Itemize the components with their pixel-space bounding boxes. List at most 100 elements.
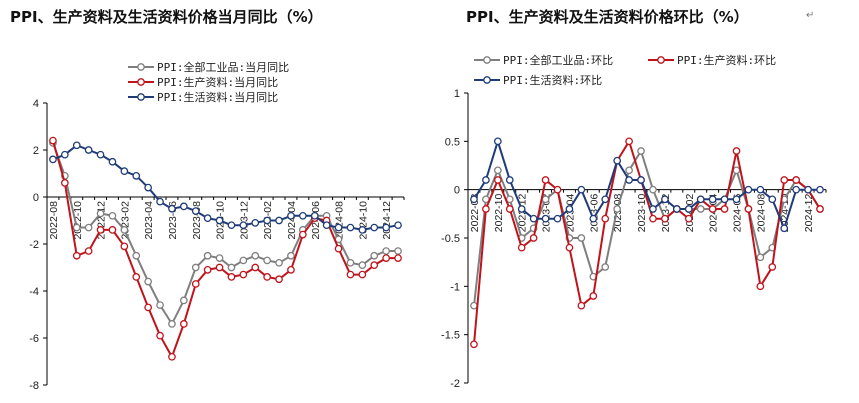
x-tick-label: 2023-08 — [191, 201, 203, 240]
data-point — [505, 176, 514, 184]
data-point — [334, 244, 343, 253]
data-point — [394, 254, 402, 262]
x-tick-label: 2024-12 — [803, 194, 815, 233]
data-point — [601, 263, 610, 271]
data-point — [287, 211, 295, 220]
y-tick-label: 1 — [454, 88, 460, 100]
data-point — [334, 223, 343, 232]
data-point — [227, 263, 236, 272]
data-point — [780, 224, 789, 233]
data-point — [804, 185, 812, 194]
data-point — [470, 340, 478, 349]
data-point — [108, 226, 117, 234]
data-point — [696, 195, 705, 204]
data-point — [144, 303, 152, 312]
legend-label: PPI:生活资料:当月同比 — [157, 90, 278, 104]
data-point — [684, 205, 693, 213]
data-point — [394, 247, 402, 255]
data-point — [482, 176, 490, 184]
legend-item: PPI:全部工业品:环比 — [474, 53, 613, 67]
legend-label: PPI:生产资料:环比 — [677, 53, 776, 67]
data-point — [577, 234, 586, 242]
data-point — [358, 270, 367, 279]
data-point — [720, 205, 729, 213]
data-point — [625, 166, 633, 175]
series-line — [52, 140, 399, 360]
data-point — [96, 209, 105, 218]
data-point — [382, 254, 390, 262]
data-point — [132, 172, 141, 180]
data-point — [529, 234, 538, 242]
data-point — [346, 258, 355, 267]
data-point — [180, 202, 188, 211]
data-point — [108, 157, 117, 166]
data-point — [792, 176, 801, 184]
legend-item: PPI:全部工业品:当月同比 — [128, 60, 289, 74]
data-point — [672, 205, 681, 213]
data-point — [84, 247, 93, 255]
data-point — [529, 214, 538, 223]
data-point — [191, 263, 200, 272]
data-point — [816, 205, 824, 213]
data-point — [601, 195, 610, 204]
legend-item: PPI:生活资料:环比 — [474, 73, 602, 87]
data-point — [72, 223, 81, 232]
data-point — [370, 223, 379, 232]
x-tick-label: 2023-10 — [636, 194, 648, 233]
data-point — [156, 301, 164, 309]
x-tick-label: 2024-12 — [381, 201, 393, 240]
data-point — [251, 263, 260, 272]
x-tick-label: 2024-10 — [357, 201, 369, 240]
x-tick-label: 2022-10 — [493, 194, 505, 233]
x-tick-label: 2023-06 — [588, 194, 600, 233]
data-point — [661, 195, 669, 204]
data-point — [72, 251, 81, 260]
data-point — [577, 185, 586, 194]
data-point — [565, 243, 574, 252]
data-point — [215, 263, 224, 272]
data-point — [120, 226, 129, 234]
data-point — [370, 251, 379, 260]
legend-swatch-marker — [137, 93, 145, 101]
series-production — [49, 136, 402, 361]
data-point — [180, 320, 188, 328]
data-point — [60, 179, 69, 187]
data-point — [589, 292, 598, 300]
x-tick-label: 2024-04 — [708, 194, 720, 233]
data-point — [470, 195, 478, 204]
legend-item: PPI:生产资料:环比 — [648, 53, 776, 67]
data-point — [239, 256, 248, 265]
data-point — [263, 256, 271, 265]
data-point — [696, 205, 705, 213]
data-point — [649, 205, 657, 213]
data-point — [203, 214, 212, 222]
right-chart-title: PPI、生产资料及生活资料价格环比（%） — [466, 8, 749, 26]
data-point — [649, 214, 657, 223]
data-point — [613, 205, 622, 213]
data-point — [482, 205, 490, 213]
x-tick-label: 2023-12 — [238, 201, 250, 240]
x-tick-label: 2022-08 — [48, 201, 60, 240]
data-point — [732, 166, 741, 175]
y-tick-label: 0 — [454, 185, 460, 197]
data-point — [756, 185, 765, 194]
data-point — [613, 156, 622, 165]
data-point — [708, 205, 717, 213]
data-point — [191, 207, 200, 215]
y-tick-label: 2 — [33, 145, 39, 157]
x-tick-label: 2024-04 — [286, 201, 298, 240]
legend-label: PPI:生活资料:环比 — [503, 73, 602, 87]
data-point — [215, 254, 224, 262]
legend-swatch-marker — [657, 56, 665, 64]
data-point — [358, 226, 367, 234]
data-point — [382, 247, 390, 255]
data-point — [84, 146, 93, 154]
data-point — [744, 185, 753, 194]
data-point — [553, 185, 562, 194]
data-point — [493, 137, 502, 146]
data-point — [120, 167, 129, 175]
y-tick-label: -2 — [450, 378, 460, 390]
legend-label: PPI:全部工业品:环比 — [503, 53, 613, 67]
y-tick-label: -1.5 — [441, 330, 460, 342]
